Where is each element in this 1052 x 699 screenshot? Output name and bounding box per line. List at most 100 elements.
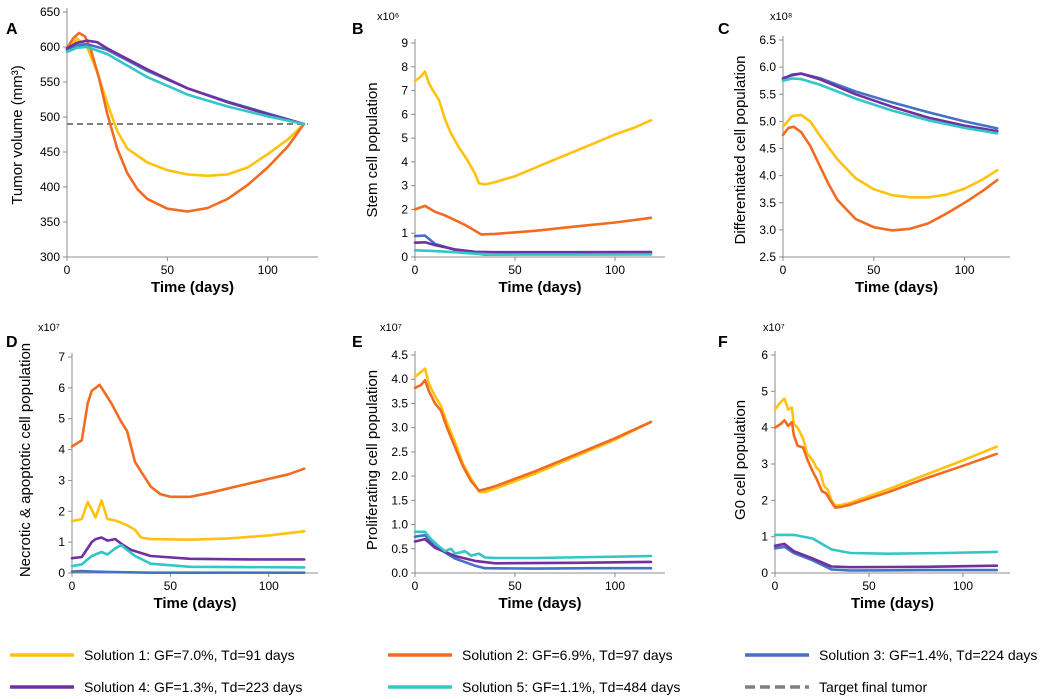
series-line-s1 bbox=[413, 70, 653, 186]
series-line-s3 bbox=[70, 569, 306, 574]
y-tick-label: 5 bbox=[58, 412, 65, 426]
y-axis-label: Proliferating cell population bbox=[364, 370, 381, 550]
y-tick-label: 650 bbox=[40, 5, 60, 19]
x-tick-label: 100 bbox=[605, 263, 625, 277]
x-tick-label: 100 bbox=[259, 579, 279, 593]
y-tick-label: 500 bbox=[40, 110, 60, 124]
series-line-s5 bbox=[413, 530, 653, 560]
y-tick-label: 0 bbox=[401, 250, 408, 264]
y-tick-label: 2 bbox=[761, 493, 768, 507]
x-tick-label: 0 bbox=[412, 579, 419, 593]
y-tick-label: 8 bbox=[401, 60, 408, 74]
series-line-s1 bbox=[65, 37, 306, 178]
y-tick-label: 6.0 bbox=[759, 60, 776, 74]
y-tick-label: 4 bbox=[761, 421, 768, 435]
y-tick-label: 6 bbox=[401, 107, 408, 121]
y-tick-label: 5.0 bbox=[759, 114, 776, 128]
series-line-s5 bbox=[781, 77, 999, 135]
x-tick-label: 100 bbox=[953, 579, 973, 593]
y-tick-label: 3.0 bbox=[759, 223, 776, 237]
x-axis-label: Time (days) bbox=[153, 595, 236, 612]
series-line-s2 bbox=[70, 383, 306, 499]
legend-label: Solution 2: GF=6.9%, Td=97 days bbox=[462, 647, 673, 663]
y-tick-label: 400 bbox=[40, 180, 60, 194]
y-tick-label: 7 bbox=[401, 84, 408, 98]
y-tick-label: 0.0 bbox=[391, 566, 408, 580]
y-tick-label: 3 bbox=[401, 179, 408, 193]
y-tick-label: 2.5 bbox=[391, 445, 408, 459]
panel-letter: A bbox=[6, 21, 18, 38]
y-tick-label: 5 bbox=[761, 384, 768, 398]
y-tick-label: 1.5 bbox=[391, 493, 408, 507]
y-axis-label: Necrotic & apoptotic cell population bbox=[17, 343, 34, 577]
x-tick-label: 0 bbox=[64, 263, 71, 277]
axis-multiplier: x10⁷ bbox=[763, 322, 785, 334]
x-tick-label: 0 bbox=[772, 579, 779, 593]
x-tick-label: 0 bbox=[412, 263, 419, 277]
y-tick-label: 2 bbox=[58, 504, 65, 518]
series-line-s4 bbox=[413, 537, 653, 565]
panel-letter: B bbox=[352, 21, 364, 38]
x-tick-label: 100 bbox=[258, 263, 278, 277]
series-line-s2 bbox=[413, 204, 653, 236]
y-axis-label: Tumor volume (mm³) bbox=[9, 65, 26, 204]
x-tick-label: 50 bbox=[862, 579, 876, 593]
panel-letter: F bbox=[718, 334, 728, 351]
x-tick-label: 100 bbox=[955, 263, 975, 277]
y-tick-label: 300 bbox=[40, 250, 60, 264]
y-tick-label: 6.5 bbox=[759, 33, 776, 47]
y-axis-label: Stem cell population bbox=[364, 82, 381, 217]
y-tick-label: 5 bbox=[401, 131, 408, 145]
y-tick-label: 3 bbox=[761, 457, 768, 471]
axis-multiplier: x10⁷ bbox=[38, 322, 60, 334]
y-tick-label: 2.0 bbox=[391, 469, 408, 483]
x-tick-label: 0 bbox=[780, 263, 787, 277]
y-tick-label: 600 bbox=[40, 40, 60, 54]
y-tick-label: 4.5 bbox=[391, 348, 408, 362]
y-tick-label: 1.0 bbox=[391, 518, 408, 532]
x-tick-label: 100 bbox=[605, 579, 625, 593]
series-line-s1 bbox=[773, 397, 999, 508]
x-tick-label: 50 bbox=[164, 579, 178, 593]
x-tick-label: 50 bbox=[508, 263, 522, 277]
series-line-s5 bbox=[773, 533, 999, 555]
x-axis-label: Time (days) bbox=[151, 279, 234, 296]
y-tick-label: 3.5 bbox=[391, 396, 408, 410]
series-line-s5 bbox=[70, 543, 306, 569]
series-line-s3 bbox=[773, 545, 999, 572]
series-line-s3 bbox=[65, 42, 306, 126]
series-line-s2 bbox=[781, 125, 999, 232]
y-tick-label: 4 bbox=[58, 443, 65, 457]
axis-multiplier: x10⁸ bbox=[770, 11, 792, 23]
series-line-s4 bbox=[65, 39, 306, 126]
y-tick-label: 2 bbox=[401, 202, 408, 216]
series-line-s2 bbox=[65, 31, 306, 213]
legend-label: Solution 1: GF=7.0%, Td=91 days bbox=[84, 647, 295, 663]
series-line-s2 bbox=[413, 378, 653, 492]
y-tick-label: 0 bbox=[761, 566, 768, 580]
series-line-s4 bbox=[70, 536, 306, 561]
x-axis-label: Time (days) bbox=[855, 279, 938, 296]
series-line-s3 bbox=[781, 72, 999, 130]
panel-letter: E bbox=[352, 334, 363, 351]
series-line-s1 bbox=[70, 499, 306, 541]
series-line-s4 bbox=[781, 72, 999, 133]
x-tick-label: 50 bbox=[161, 263, 175, 277]
chart-panel-a: A Tumor volume (mm³) Time (days) 300 350 400 4… bbox=[6, 5, 318, 296]
y-tick-label: 5.5 bbox=[759, 87, 776, 101]
y-tick-label: 4 bbox=[401, 155, 408, 169]
legend: Solution 1: GF=7.0%, Td=91 days Solution … bbox=[10, 647, 1037, 695]
panel-letter: D bbox=[6, 334, 18, 351]
y-tick-label: 9 bbox=[401, 36, 408, 50]
y-tick-label: 4.0 bbox=[759, 169, 776, 183]
y-tick-label: 1 bbox=[58, 535, 65, 549]
y-tick-label: 450 bbox=[40, 145, 60, 159]
y-tick-label: 0.5 bbox=[391, 542, 408, 556]
y-tick-label: 3 bbox=[58, 473, 65, 487]
x-axis-label: Time (days) bbox=[851, 595, 934, 612]
